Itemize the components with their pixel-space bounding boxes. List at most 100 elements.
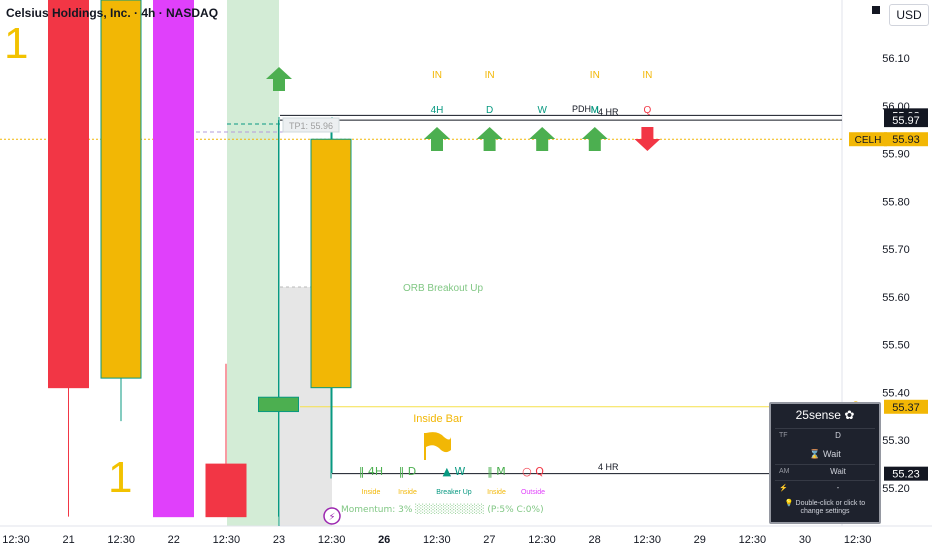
- tp-label: TP1: 55.96: [289, 121, 333, 131]
- y-tick-label: 55.20: [882, 483, 910, 495]
- signal-up-arrow-icon: [581, 127, 608, 151]
- momentum-label: Momentum: 3% ░░░░░░░░░░ (P:5% C:0%): [341, 503, 544, 515]
- big-digit-top: 1: [4, 19, 29, 68]
- last-price-bg: [884, 132, 928, 147]
- panel-row-tf: TF D: [775, 428, 875, 443]
- signal-in-label: IN: [590, 70, 600, 81]
- panel-footer[interactable]: 💡 Double-click or click to change settin…: [784, 500, 866, 515]
- am-value: Wait: [830, 467, 846, 476]
- bottom-tf-label: ‖ M: [487, 465, 506, 478]
- signal-tf-label: M: [591, 105, 599, 116]
- signal-in-label: IN: [432, 70, 442, 81]
- big-digit-bottom: 1: [108, 453, 133, 502]
- panel-row-am: AM Wait: [775, 464, 875, 479]
- signal-tf-label: W: [537, 105, 547, 116]
- panel-title: 25sense ✿: [795, 408, 855, 422]
- last-price-label: 55.93: [892, 134, 920, 146]
- green-session-zone: [227, 0, 279, 526]
- inside-bar-label: Inside Bar: [413, 413, 463, 425]
- bottom-tf-label: ‖ 4H: [359, 465, 383, 478]
- hr-label-top: 4 HR: [598, 107, 619, 117]
- flag-icon: [426, 432, 451, 453]
- panel-row-bolt: ⚡ -: [775, 480, 875, 495]
- price-label: 55.23: [892, 469, 920, 481]
- y-tick-label: 55.30: [882, 435, 910, 447]
- bolt-value: -: [836, 483, 840, 492]
- bottom-tf-label: ○ Q: [522, 465, 544, 478]
- bulb-icon: 💡: [784, 500, 794, 507]
- bottom-tf-label: ‖ D: [399, 465, 416, 478]
- y-tick-label: 55.40: [882, 387, 910, 399]
- signal-in-label: IN: [642, 70, 652, 81]
- x-tick-label: 28: [588, 534, 600, 546]
- square-icon[interactable]: [872, 6, 880, 14]
- bottom-tf-label: ▲ W: [443, 465, 466, 478]
- bottom-desc-label: Outside: [521, 489, 545, 496]
- y-tick-label: 55.90: [882, 149, 910, 161]
- y-tick-label: 55.50: [882, 340, 910, 352]
- signal-up-arrow-icon: [476, 127, 503, 151]
- hourglass-icon: ⌛: [809, 449, 821, 459]
- tp-label-bg: [282, 117, 340, 133]
- bottom-desc-label: Inside: [398, 489, 417, 496]
- signal-tf-label: D: [486, 105, 493, 116]
- signal-up-arrow-icon: [529, 127, 556, 151]
- x-tick-label: 12:30: [423, 534, 451, 546]
- x-tick-label: 27: [483, 534, 495, 546]
- lightning-icon: ⚡: [328, 512, 335, 523]
- x-tick-label: 12:30: [633, 534, 661, 546]
- marker-m-label: M: [591, 105, 599, 115]
- hr-label-bottom: 4 HR: [598, 462, 619, 472]
- candle-body-6: [310, 138, 352, 389]
- x-tick-label: 12:30: [107, 534, 135, 546]
- candle-body-4: [205, 463, 247, 518]
- x-tick-label: 21: [62, 534, 74, 546]
- am-key: AM: [779, 468, 790, 475]
- price-label-bg: [884, 113, 928, 128]
- signal-tf-label: 4H: [431, 105, 444, 116]
- y-tick-label: 55.60: [882, 292, 910, 304]
- x-tick-label: 12:30: [844, 534, 872, 546]
- status-text: ⌛ Wait: [809, 449, 841, 459]
- x-tick-label: 30: [799, 534, 811, 546]
- candle-body-5: [258, 396, 299, 413]
- x-tick-label: 12:30: [528, 534, 556, 546]
- tf-value: D: [835, 431, 841, 440]
- y-tick-label: 56.10: [882, 53, 910, 65]
- price-label-bg: [884, 466, 928, 481]
- x-tick-label: 12:30: [2, 534, 30, 546]
- zone-up-arrow-icon: [266, 67, 292, 91]
- pdh-label: PDH: [572, 104, 591, 114]
- signal-tf-label: Q: [644, 105, 652, 116]
- signal-in-label: IN: [485, 70, 495, 81]
- price-label: 55.97: [892, 115, 920, 127]
- price-label: 55.37: [892, 402, 920, 414]
- tf-key: TF: [779, 432, 788, 439]
- candle-body-2: [100, 0, 142, 379]
- sense-panel[interactable]: 25sense ✿ TF D ⌛ Wait AM Wait ⚡ - 💡 Doub…: [769, 402, 881, 524]
- gear-icon[interactable]: ✿: [844, 408, 855, 422]
- candle-body-3: [153, 0, 194, 518]
- x-tick-label: 29: [694, 534, 706, 546]
- y-tick-label: 55.70: [882, 244, 910, 256]
- bottom-desc-label: Inside: [487, 489, 506, 496]
- bolt-icon: ⚡: [779, 485, 788, 492]
- currency-button[interactable]: USD: [889, 4, 929, 26]
- candle-body-1: [48, 0, 89, 389]
- price-label-bg: [884, 399, 928, 414]
- bottom-desc-label: Breaker Up: [436, 489, 472, 496]
- signal-up-arrow-icon: [424, 127, 450, 151]
- x-tick-label: 22: [168, 534, 180, 546]
- y-tick-label: 55.80: [882, 196, 910, 208]
- momentum-circle-icon: [323, 507, 341, 525]
- signal-down-arrow-icon: [634, 127, 661, 151]
- x-tick-label: 12:30: [318, 534, 346, 546]
- symbol-title[interactable]: Celsius Holdings, Inc. · 4h · NASDAQ: [6, 6, 219, 20]
- orb-label: ORB Breakout Up: [403, 283, 483, 294]
- x-tick-label: 26: [378, 534, 390, 546]
- x-tick-label: 23: [273, 534, 285, 546]
- bottom-desc-label: Inside: [362, 489, 381, 496]
- symbol-tag: CELH: [855, 135, 882, 146]
- x-tick-label: 12:30: [739, 534, 767, 546]
